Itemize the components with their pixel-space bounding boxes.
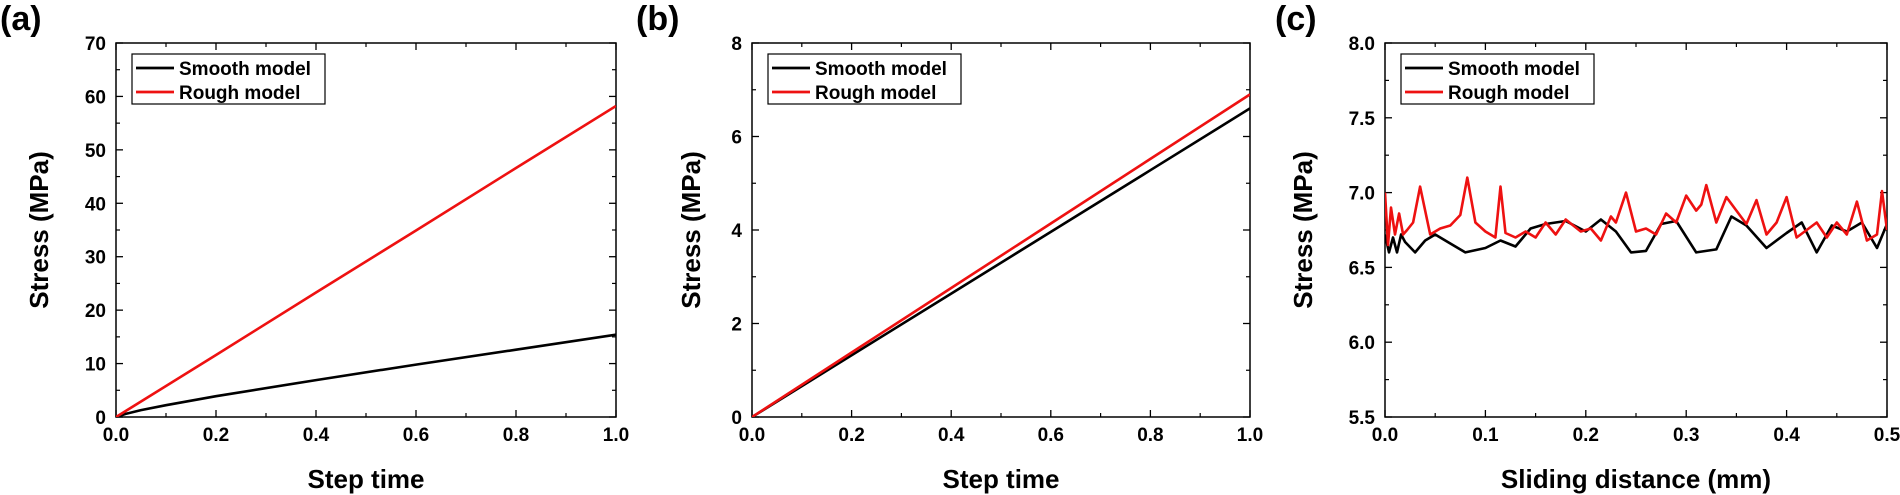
- series-line-rough: [752, 93, 1250, 417]
- y-tick-label: 8.0: [1349, 34, 1375, 55]
- y-tick-label: 70: [85, 34, 106, 55]
- x-axis-title: Step time: [307, 464, 424, 494]
- panel-letter: (c): [1275, 0, 1317, 38]
- x-tick-label: 0.0: [1372, 425, 1398, 446]
- y-tick-label: 10: [85, 355, 106, 376]
- x-tick-label: 1.0: [603, 425, 629, 446]
- legend: Smooth model Rough model: [767, 53, 962, 105]
- y-tick-label: 7.0: [1349, 184, 1375, 205]
- y-tick-label: 6.0: [1349, 333, 1375, 354]
- chart-panel-1: (a) 0.0 0.2 0.4 0.6 0.8 1.0 0 10 20 30 40 50 60 70 Step…: [0, 0, 629, 494]
- y-axis-title: Stress (MPa): [24, 151, 54, 309]
- y-tick-label: 2: [731, 315, 742, 336]
- x-tick-label: 0.2: [1573, 425, 1599, 446]
- panel-letter: (b): [636, 0, 679, 38]
- y-tick-label: 0: [95, 408, 106, 429]
- x-tick-label: 0.2: [838, 425, 864, 446]
- panel-letter: (a): [0, 0, 42, 38]
- x-tick-label: 0.6: [403, 425, 429, 446]
- x-tick-label: 0.4: [303, 425, 330, 446]
- y-tick-label: 60: [85, 87, 106, 108]
- x-tick-label: 0.6: [1038, 425, 1064, 446]
- y-tick-label: 8: [731, 34, 742, 55]
- y-tick-label: 40: [85, 194, 106, 215]
- legend: Smooth model Rough model: [131, 53, 326, 105]
- legend-label-rough: Rough model: [815, 83, 936, 104]
- x-axis-title: Sliding distance (mm): [1501, 464, 1771, 494]
- x-tick-label: 0.8: [503, 425, 529, 446]
- x-tick-label: 0.1: [1472, 425, 1499, 446]
- y-tick-label: 0: [731, 408, 742, 429]
- x-tick-label: 0.0: [103, 425, 129, 446]
- x-tick-label: 0.4: [938, 425, 965, 446]
- x-tick-label: 0.0: [739, 425, 765, 446]
- y-tick-label: 30: [85, 248, 106, 269]
- y-tick-label: 6: [731, 128, 742, 149]
- series-line-rough: [1385, 176, 1887, 247]
- legend-label-rough: Rough model: [1448, 83, 1569, 104]
- legend-label-smooth: Smooth model: [815, 59, 947, 80]
- y-axis-title: Stress (MPa): [1288, 151, 1318, 309]
- x-tick-label: 0.2: [203, 425, 229, 446]
- legend-label-smooth: Smooth model: [1448, 59, 1580, 80]
- legend-box: [131, 53, 326, 105]
- series-line-smooth: [752, 107, 1250, 417]
- x-tick-label: 0.5: [1874, 425, 1900, 446]
- y-tick-label: 6.5: [1349, 258, 1376, 279]
- legend-box: [767, 53, 962, 105]
- y-tick-label: 50: [85, 141, 106, 162]
- series-line-rough: [116, 104, 616, 417]
- y-tick-label: 7.5: [1349, 109, 1376, 130]
- series-line-smooth: [116, 333, 616, 417]
- y-tick-label: 4: [731, 221, 742, 242]
- y-tick-label: 5.5: [1349, 408, 1376, 429]
- x-tick-label: 0.3: [1673, 425, 1699, 446]
- series-line-smooth: [1385, 215, 1887, 254]
- legend-box: [1400, 53, 1595, 105]
- x-axis-title: Step time: [942, 464, 1059, 494]
- chart-panel-2: (b) 0.0 0.2 0.4 0.6 0.8 1.0 0 2 4 6 8 Step time Stres…: [636, 0, 1263, 494]
- x-tick-label: 0.4: [1773, 425, 1800, 446]
- chart-panel-3: (c) 0.0 0.1 0.2 0.3 0.4 0.5 5.5 6.0 6.5 7.0 7.5 8.0 S…: [1275, 0, 1900, 494]
- x-tick-label: 0.8: [1137, 425, 1163, 446]
- y-axis-title: Stress (MPa): [676, 151, 706, 309]
- legend-label-rough: Rough model: [179, 83, 300, 104]
- x-tick-label: 1.0: [1237, 425, 1263, 446]
- legend-label-smooth: Smooth model: [179, 59, 311, 80]
- legend: Smooth model Rough model: [1400, 53, 1595, 105]
- y-tick-label: 20: [85, 301, 106, 322]
